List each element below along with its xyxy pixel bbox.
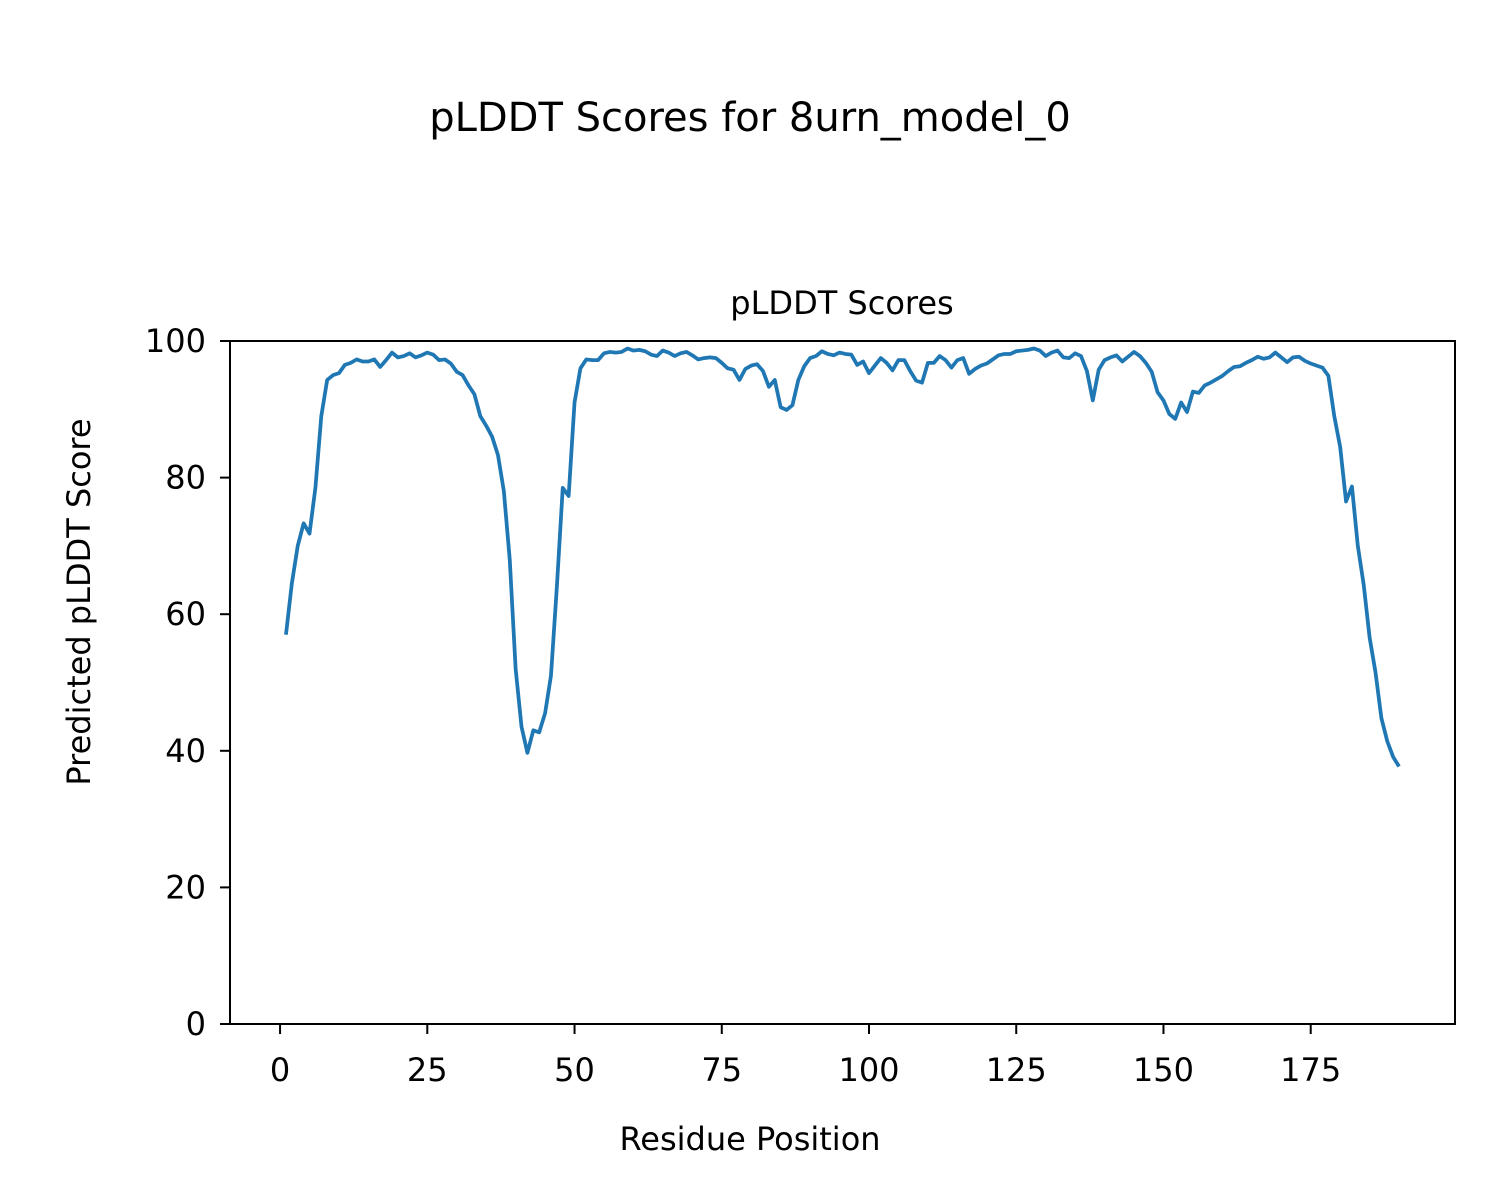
y-axis-label: Predicted pLDDT Score bbox=[60, 418, 98, 785]
y-tick-label: 20 bbox=[165, 868, 206, 906]
y-tick-label: 0 bbox=[186, 1005, 206, 1043]
axes-frame bbox=[229, 340, 1456, 1025]
x-tick-label: 25 bbox=[407, 1051, 448, 1089]
x-tick-label: 175 bbox=[1280, 1051, 1341, 1089]
series-line-plddt bbox=[284, 346, 1401, 768]
x-tick-label: 0 bbox=[270, 1051, 290, 1089]
y-tick-label: 100 bbox=[145, 322, 206, 360]
axes-title: pLDDT Scores bbox=[730, 284, 953, 322]
x-tick-label: 50 bbox=[554, 1051, 595, 1089]
x-tick-label: 75 bbox=[701, 1051, 742, 1089]
y-ticks: 0 20 40 60 80 100 bbox=[145, 322, 230, 1043]
x-tick-label: 125 bbox=[986, 1051, 1047, 1089]
x-tick-label: 150 bbox=[1133, 1051, 1194, 1089]
y-tick-label: 40 bbox=[165, 732, 206, 770]
x-tick-label: 100 bbox=[838, 1051, 899, 1089]
y-tick-label: 60 bbox=[165, 595, 206, 633]
figure-suptitle: pLDDT Scores for 8urn_model_0 bbox=[429, 95, 1071, 141]
x-ticks: 0 25 50 75 100 125 150 175 bbox=[270, 1024, 1341, 1089]
x-axis-label: Residue Position bbox=[619, 1120, 880, 1158]
y-tick-label: 80 bbox=[165, 459, 206, 497]
